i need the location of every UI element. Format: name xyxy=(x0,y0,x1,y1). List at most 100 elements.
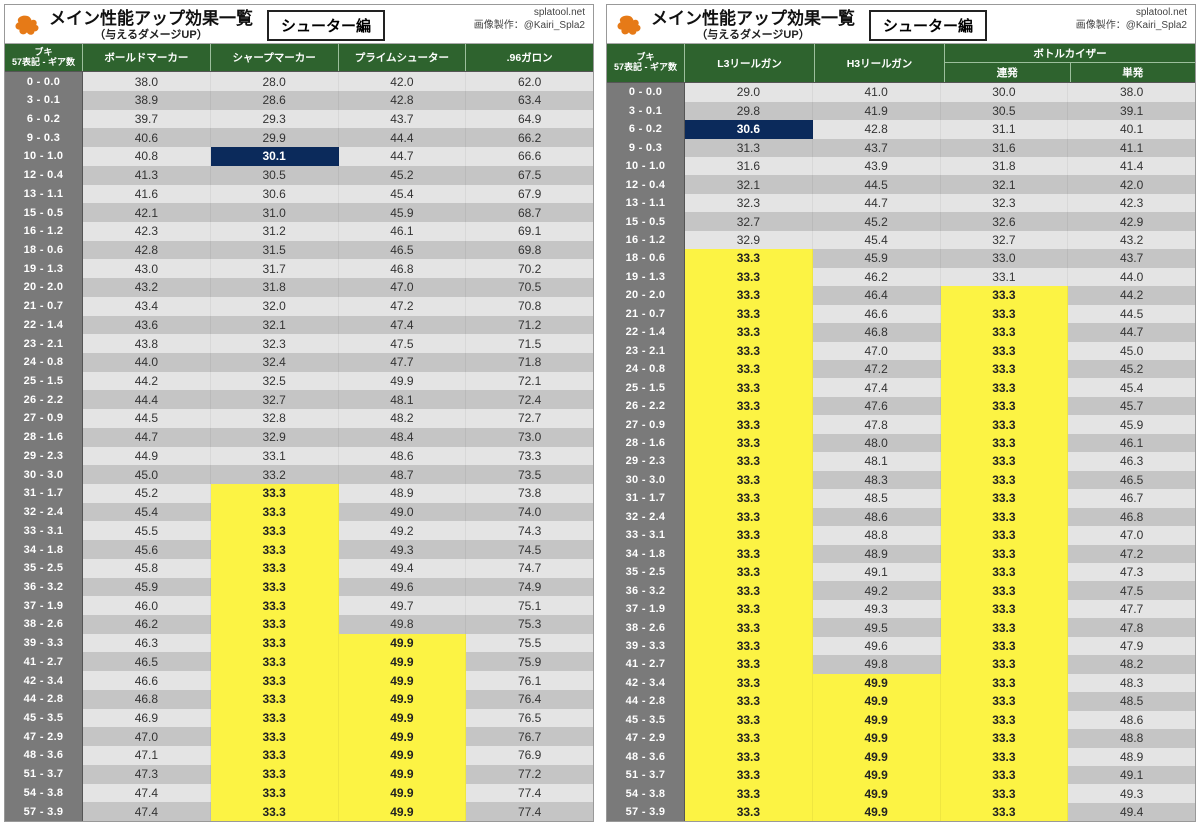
row-key: 47 - 2.9 xyxy=(5,727,83,746)
data-cell: 45.6 xyxy=(83,540,211,559)
column-header: シャープマーカー xyxy=(211,44,339,71)
data-cell: 49.4 xyxy=(1068,803,1195,821)
panel-header: メイン性能アップ効果一覧 （与えるダメージUP） シューター編 splatool… xyxy=(607,5,1195,44)
data-cell: 47.3 xyxy=(83,765,211,784)
table-row: 6 - 0.230.642.831.140.1 xyxy=(607,120,1195,138)
row-key: 31 - 1.7 xyxy=(607,489,685,507)
table-row: 9 - 0.331.343.731.641.1 xyxy=(607,139,1195,157)
data-cell: 45.9 xyxy=(339,203,467,222)
data-cell: 31.1 xyxy=(941,120,1069,138)
table-row: 15 - 0.532.745.232.642.9 xyxy=(607,212,1195,230)
row-key: 37 - 1.9 xyxy=(5,596,83,615)
data-cell: 70.8 xyxy=(466,297,593,316)
row-key: 33 - 3.1 xyxy=(607,526,685,544)
data-cell: 30.6 xyxy=(211,185,339,204)
row-key: 51 - 3.7 xyxy=(5,765,83,784)
data-cell: 47.2 xyxy=(813,360,941,378)
key-header: ブキ57表記 - ギア数 xyxy=(5,44,83,71)
data-cell: 69.8 xyxy=(466,241,593,260)
data-cell: 46.5 xyxy=(1068,471,1195,489)
splat-icon xyxy=(11,12,41,38)
row-key: 9 - 0.3 xyxy=(607,139,685,157)
data-cell: 33.3 xyxy=(685,508,813,526)
row-key: 6 - 0.2 xyxy=(607,120,685,138)
credit-author: 画像製作：@Kairi_Spla2 xyxy=(474,20,585,33)
data-cell: 44.4 xyxy=(339,128,467,147)
row-key: 41 - 2.7 xyxy=(607,655,685,673)
data-cell: 47.0 xyxy=(1068,526,1195,544)
row-key: 23 - 2.1 xyxy=(607,342,685,360)
data-cell: 33.3 xyxy=(685,286,813,304)
data-cell: 33.3 xyxy=(211,578,339,597)
data-cell: 40.1 xyxy=(1068,120,1195,138)
splat-icon xyxy=(613,12,643,38)
data-cell: 33.3 xyxy=(685,637,813,655)
table-row: 44 - 2.833.349.933.348.5 xyxy=(607,692,1195,710)
data-cell: 49.2 xyxy=(339,521,467,540)
data-cell: 74.7 xyxy=(466,559,593,578)
row-key: 23 - 2.1 xyxy=(5,334,83,353)
data-cell: 49.2 xyxy=(813,581,941,599)
row-key: 37 - 1.9 xyxy=(607,600,685,618)
table-row: 45 - 3.533.349.933.348.6 xyxy=(607,711,1195,729)
title-block: メイン性能アップ効果一覧 （与えるダメージUP） xyxy=(651,9,855,41)
row-key: 27 - 0.9 xyxy=(607,415,685,433)
data-cell: 46.2 xyxy=(813,268,941,286)
data-cell: 33.3 xyxy=(685,378,813,396)
data-cell: 49.9 xyxy=(339,709,467,728)
table-row: 3 - 0.138.928.642.863.4 xyxy=(5,91,593,110)
data-cell: 66.6 xyxy=(466,147,593,166)
data-cell: 47.4 xyxy=(83,802,211,821)
row-key: 6 - 0.2 xyxy=(5,110,83,129)
row-key: 45 - 3.5 xyxy=(5,709,83,728)
data-cell: 33.3 xyxy=(685,748,813,766)
table-row: 31 - 1.745.233.348.973.8 xyxy=(5,484,593,503)
table-row: 57 - 3.947.433.349.977.4 xyxy=(5,802,593,821)
table-row: 0 - 0.029.041.030.038.0 xyxy=(607,83,1195,101)
data-cell: 44.7 xyxy=(1068,323,1195,341)
data-cell: 45.2 xyxy=(83,484,211,503)
data-cell: 48.3 xyxy=(1068,674,1195,692)
data-cell: 33.3 xyxy=(941,323,1069,341)
table-row: 3 - 0.129.841.930.539.1 xyxy=(607,102,1195,120)
table-body: 0 - 0.038.028.042.062.03 - 0.138.928.642… xyxy=(5,72,593,821)
data-cell: 72.7 xyxy=(466,409,593,428)
data-cell: 73.8 xyxy=(466,484,593,503)
data-cell: 33.3 xyxy=(941,545,1069,563)
column-header: L3リールガン xyxy=(685,44,815,82)
data-cell: 74.5 xyxy=(466,540,593,559)
column-sub-header: 単発 xyxy=(1071,63,1196,82)
data-cell: 43.9 xyxy=(813,157,941,175)
data-cell: 46.0 xyxy=(83,596,211,615)
data-cell: 33.3 xyxy=(685,434,813,452)
data-cell: 31.7 xyxy=(211,259,339,278)
row-key: 16 - 1.2 xyxy=(5,222,83,241)
row-key: 54 - 3.8 xyxy=(607,784,685,802)
row-key: 10 - 1.0 xyxy=(607,157,685,175)
data-cell: 45.8 xyxy=(83,559,211,578)
category-box: シューター編 xyxy=(869,10,987,41)
data-cell: 45.7 xyxy=(1068,397,1195,415)
table-row: 12 - 0.432.144.532.142.0 xyxy=(607,175,1195,193)
row-key: 29 - 2.3 xyxy=(607,452,685,470)
row-key: 34 - 1.8 xyxy=(607,545,685,563)
data-cell: 44.7 xyxy=(83,428,211,447)
row-key: 42 - 3.4 xyxy=(607,674,685,692)
column-header-row: ブキ57表記 - ギア数 ボールドマーカーシャープマーカープライムシューター.9… xyxy=(5,44,593,72)
data-cell: 41.6 xyxy=(83,185,211,204)
data-cell: 69.1 xyxy=(466,222,593,241)
data-cell: 44.9 xyxy=(83,447,211,466)
row-key: 47 - 2.9 xyxy=(607,729,685,747)
table-row: 33 - 3.145.533.349.274.3 xyxy=(5,521,593,540)
data-cell: 46.6 xyxy=(83,671,211,690)
row-key: 38 - 2.6 xyxy=(607,618,685,636)
row-key: 41 - 2.7 xyxy=(5,652,83,671)
data-cell: 33.3 xyxy=(941,692,1069,710)
data-cell: 39.1 xyxy=(1068,102,1195,120)
row-key: 24 - 0.8 xyxy=(5,353,83,372)
data-cell: 42.1 xyxy=(83,203,211,222)
data-cell: 29.0 xyxy=(685,83,813,101)
data-cell: 72.1 xyxy=(466,372,593,391)
row-key: 39 - 3.3 xyxy=(607,637,685,655)
row-key: 31 - 1.7 xyxy=(5,484,83,503)
